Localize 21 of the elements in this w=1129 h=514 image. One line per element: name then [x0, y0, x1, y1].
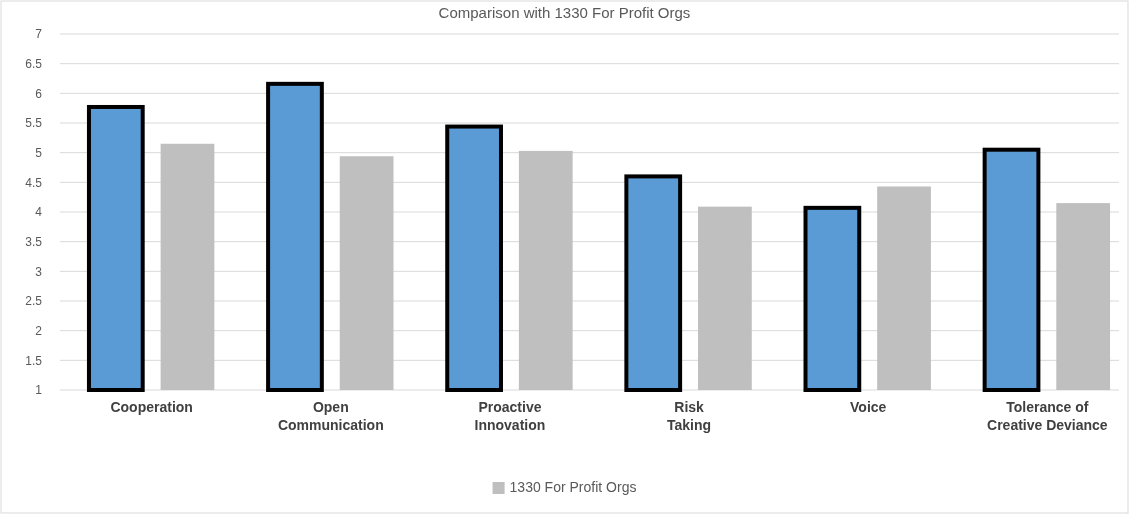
y-tick-label: 4.5 — [25, 175, 43, 190]
legend-label: 1330 For Profit Orgs — [509, 479, 637, 495]
y-tick-label: 1 — [35, 383, 43, 398]
y-tick-label: 6.5 — [25, 57, 43, 72]
y-tick-label: 3 — [35, 264, 43, 279]
y-tick-label: 3.5 — [25, 235, 43, 250]
y-tick-label: 7 — [35, 27, 43, 42]
x-tick-label: Open Communication — [277, 398, 384, 434]
y-tick-label: 1.5 — [25, 353, 43, 368]
x-tick-label: Tolerance of Creative Deviance — [987, 398, 1108, 434]
y-tick-label: 5.5 — [25, 116, 43, 131]
y-tick-label: 2 — [35, 324, 43, 339]
y-tick-label: 6 — [35, 86, 43, 101]
x-tick-label: Risk Taking — [667, 398, 712, 434]
y-tick-label: 5 — [35, 146, 43, 161]
y-tick-label: 2.5 — [25, 294, 43, 309]
x-tick-label: Proactive Innovation — [474, 398, 546, 434]
chart-title: Comparison with 1330 For Profit Orgs — [438, 4, 691, 21]
x-tick-label: Voice — [850, 398, 887, 415]
y-tick-label: 4 — [35, 205, 43, 220]
x-tick-label: Cooperation — [110, 398, 193, 415]
